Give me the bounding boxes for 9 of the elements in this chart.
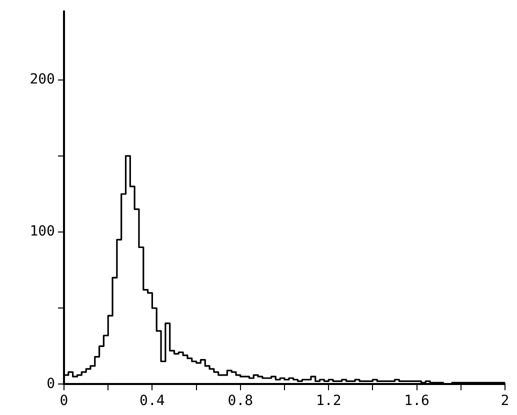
y-tick-label: 100 bbox=[30, 224, 55, 240]
y-tick-label: 200 bbox=[30, 72, 55, 88]
text: 0.4 bbox=[140, 393, 165, 410]
x-tick-label: 0.8 bbox=[228, 393, 254, 410]
x-tick-label: 1.2 bbox=[316, 393, 342, 410]
y-tick-label: 0 bbox=[46, 376, 55, 392]
x-tick-label: 2 bbox=[500, 393, 510, 410]
x-tick-label: 0 bbox=[60, 393, 68, 410]
x-tick-label: 1.6 bbox=[404, 393, 430, 410]
